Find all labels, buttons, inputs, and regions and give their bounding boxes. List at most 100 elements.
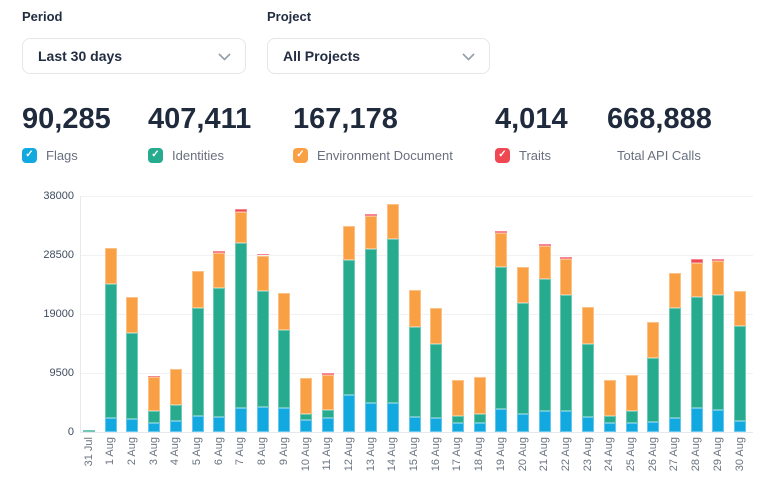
- environment-document-bar-18-aug: [473, 377, 486, 415]
- environment-document-bar-12-aug: [343, 226, 356, 261]
- x-axis-tick-29-aug: 29 Aug: [711, 437, 724, 472]
- environment-document-bar-13-aug: [365, 215, 378, 250]
- environment-document-bar-24-aug: [603, 380, 616, 416]
- flags-bar-15-aug: [408, 416, 421, 432]
- identities-bar-27-aug: [668, 307, 681, 419]
- environment-document-bar-4-aug: [169, 369, 182, 405]
- environment-document-bar-9-aug: [278, 293, 291, 330]
- x-axis-tick-20-aug: 20 Aug: [516, 437, 529, 472]
- environment-document-bar-15-aug: [408, 290, 421, 327]
- y-axis-tick-38000: 38000: [43, 189, 74, 202]
- identities-bar-28-aug: [690, 296, 703, 409]
- environment-document-bar-19-aug: [495, 233, 508, 268]
- traits-bar-7-aug: [234, 209, 247, 212]
- x-axis-tick-16-aug: 16 Aug: [429, 437, 442, 472]
- stat-traits: 4,014 ✓ Traits: [495, 104, 568, 163]
- x-axis-tick-7-aug: 7 Aug: [234, 437, 247, 466]
- flags-bar-20-aug: [517, 414, 529, 432]
- y-axis-tick-19000: 19000: [43, 307, 74, 320]
- flags-checkbox[interactable]: ✓: [22, 147, 37, 163]
- identities-bar-30-aug: [734, 325, 746, 421]
- identities-bar-1-aug: [104, 284, 117, 419]
- check-icon: ✓: [25, 149, 34, 160]
- traits-count: 4,014: [495, 103, 568, 135]
- identities-bar-31-jul: [83, 430, 95, 432]
- identities-bar-18-aug: [473, 414, 486, 424]
- traits-checkbox[interactable]: ✓: [495, 147, 510, 163]
- flags-bar-10-aug: [300, 420, 312, 432]
- project-select[interactable]: All Projects: [267, 38, 490, 74]
- environment-document-bar-6-aug: [213, 252, 226, 288]
- y-axis-tick-9500: 9500: [49, 366, 74, 379]
- identities-bar-3-aug: [148, 410, 161, 424]
- flags-bar-13-aug: [365, 403, 378, 432]
- identities-bar-7-aug: [234, 243, 247, 409]
- environment-document-bar-1-aug: [104, 247, 117, 285]
- check-icon: ✓: [498, 149, 507, 160]
- environment-document-bar-3-aug: [148, 377, 161, 411]
- traits-bar-11-aug: [321, 373, 334, 375]
- flags-bar-6-aug: [213, 416, 226, 432]
- x-axis-tick-6-aug: 6 Aug: [212, 437, 225, 466]
- y-axis-tick-28500: 28500: [43, 248, 74, 261]
- identities-bar-17-aug: [451, 415, 464, 424]
- flags-bar-30-aug: [734, 420, 746, 432]
- identities-bar-13-aug: [365, 249, 378, 404]
- environment-document-bar-17-aug: [451, 380, 464, 416]
- flags-bar-22-aug: [560, 410, 573, 432]
- flags-label: Flags: [46, 147, 78, 163]
- identities-bar-6-aug: [213, 287, 226, 417]
- period-select[interactable]: Last 30 days: [22, 38, 246, 74]
- flags-bar-14-aug: [386, 402, 399, 432]
- environment-document-bar-29-aug: [712, 261, 725, 295]
- traits-bar-21-aug: [538, 244, 551, 247]
- flags-bar-4-aug: [169, 420, 182, 432]
- x-axis-tick-31-jul: 31 Jul: [82, 437, 95, 467]
- environment-document-bar-30-aug: [734, 291, 746, 326]
- identities-count: 407,411: [148, 103, 252, 135]
- x-axis-tick-28-aug: 28 Aug: [690, 437, 703, 472]
- environment-document-bar-16-aug: [430, 308, 443, 345]
- environment-document-bar-25-aug: [625, 374, 638, 411]
- check-icon: ✓: [296, 149, 305, 160]
- stat-environment-document: 167,178 ✓ Environment Document: [293, 104, 453, 163]
- traits-bar-13-aug: [365, 214, 378, 216]
- flags-bar-18-aug: [473, 423, 486, 432]
- flags-bar-23-aug: [582, 416, 595, 432]
- flags-bar-16-aug: [430, 417, 443, 432]
- x-axis-tick-15-aug: 15 Aug: [408, 437, 420, 472]
- stat-flags: 90,285 ✓ Flags: [22, 104, 111, 163]
- project-select-value: All Projects: [283, 48, 361, 64]
- environment-document-bar-27-aug: [668, 273, 681, 308]
- environment-document-checkbox[interactable]: ✓: [293, 147, 308, 163]
- traits-bar-3-aug: [148, 376, 161, 378]
- x-axis-tick-24-aug: 24 Aug: [603, 437, 616, 472]
- environment-document-bar-21-aug: [538, 246, 551, 280]
- x-axis-tick-19-aug: 19 Aug: [494, 437, 507, 472]
- environment-document-bar-28-aug: [690, 262, 703, 297]
- period-select-value: Last 30 days: [38, 48, 123, 64]
- identities-checkbox[interactable]: ✓: [148, 147, 163, 163]
- x-axis-tick-18-aug: 18 Aug: [473, 437, 486, 472]
- identities-bar-21-aug: [538, 279, 551, 411]
- y-axis-tick-0: 0: [67, 425, 74, 438]
- identities-bar-8-aug: [256, 290, 269, 407]
- flags-bar-9-aug: [278, 408, 291, 432]
- identities-bar-4-aug: [169, 404, 182, 421]
- environment-document-bar-11-aug: [321, 374, 334, 410]
- flags-bar-29-aug: [712, 410, 725, 432]
- identities-bar-24-aug: [603, 415, 616, 424]
- flags-bar-8-aug: [256, 406, 269, 432]
- x-axis-tick-30-aug: 30 Aug: [733, 437, 746, 472]
- x-axis-tick-14-aug: 14 Aug: [386, 437, 399, 472]
- x-axis-tick-4-aug: 4 Aug: [169, 437, 182, 466]
- flags-bar-12-aug: [343, 394, 356, 432]
- total-api-calls-count: 668,888: [607, 103, 712, 135]
- flags-bar-11-aug: [321, 418, 334, 432]
- gridline-38000: [80, 196, 753, 197]
- environment-document-bar-8-aug: [256, 255, 269, 291]
- identities-bar-22-aug: [560, 295, 573, 411]
- x-axis-tick-26-aug: 26 Aug: [646, 437, 659, 472]
- flags-bar-7-aug: [234, 408, 247, 432]
